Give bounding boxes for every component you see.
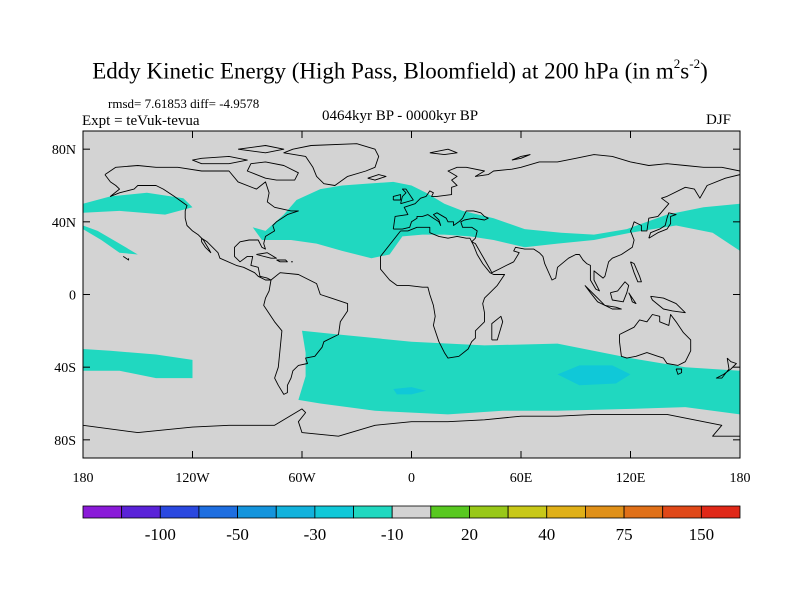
coastline: [276, 259, 288, 263]
anomaly-region: [338, 207, 412, 226]
colorbar-box: [121, 505, 161, 519]
coastline: [491, 315, 504, 341]
coastline: [192, 155, 248, 165]
colorbar-box: [275, 505, 316, 519]
coastline: [511, 154, 531, 161]
colorbar-label: -50: [226, 525, 249, 544]
season-label: DJF: [706, 112, 732, 128]
y-tick-label: 40N: [52, 216, 76, 231]
x-tick-label: 120W: [175, 471, 210, 486]
colorbar-box: [353, 505, 393, 519]
colorbar-label: -10: [381, 525, 404, 544]
coastline: [630, 261, 642, 283]
coastline: [609, 281, 630, 303]
coastline: [628, 292, 637, 305]
coastline: [238, 145, 285, 154]
anomaly-core-region: [557, 365, 631, 386]
colorbar-box: [82, 505, 123, 519]
anomaly-region: [83, 225, 138, 255]
coastline: [122, 256, 130, 261]
x-tick-label: 60E: [510, 471, 533, 486]
coastline: [104, 165, 299, 281]
coastline: [675, 368, 683, 375]
coastline: [246, 161, 299, 181]
colorbar-label: -100: [145, 525, 176, 544]
period-label: 0464kyr BP - 0000kyr BP: [322, 108, 479, 124]
anomaly-region: [83, 192, 193, 215]
stats-line: rmsd= 7.61853 diff= -4.9578: [108, 96, 260, 111]
y-tick-label: 0: [69, 289, 76, 304]
colorbar-box: [430, 505, 470, 519]
colorbar-box: [198, 505, 238, 519]
coastline: [380, 226, 506, 359]
coastline: [715, 357, 737, 379]
colorbar: -100 -50 -30 -10 20 40 75 150: [82, 505, 741, 544]
colorbar-label: -30: [304, 525, 327, 544]
coastline: [429, 148, 458, 156]
colorbar-box: [585, 505, 625, 519]
y-tick-label: 80N: [52, 143, 76, 158]
experiment-label: Expt = teVuk-tevua: [82, 113, 200, 129]
colorbar-label: 150: [689, 525, 715, 544]
colorbar-box: [237, 505, 277, 519]
colorbar-label: 75: [616, 525, 633, 544]
coastline: [392, 154, 740, 292]
x-tick-label: 120E: [616, 471, 646, 486]
anomaly-core-region: [393, 387, 427, 395]
anomaly-region: [252, 181, 740, 259]
colorbar-label: 40: [538, 525, 555, 544]
coastline: [604, 304, 622, 310]
coastline: [283, 143, 380, 186]
x-tick-label: 180: [730, 471, 751, 486]
map-title: Eddy Kinetic Energy (High Pass, Bloomfie…: [92, 56, 708, 84]
coastline: [367, 174, 387, 181]
anomaly-core-layer: [393, 365, 631, 395]
coastline: [263, 272, 349, 395]
y-axis: 80N 40N 0 40S 80S: [52, 143, 740, 449]
x-tick-label: 0: [408, 471, 415, 486]
colorbar-box: [469, 505, 509, 519]
coastline: [256, 252, 277, 259]
x-axis: 180 120W 60W 0 60E 120E 180: [73, 131, 751, 486]
x-tick-label: 60W: [288, 471, 316, 486]
y-tick-label: 80S: [54, 434, 76, 449]
coastline: [400, 188, 414, 205]
colorbar-box: [623, 505, 664, 519]
colorbar-box: [507, 505, 548, 519]
colorbar-box: [700, 505, 741, 519]
anomaly-region: [83, 349, 193, 379]
colorbar-box: [546, 505, 586, 519]
colorbar-box: [159, 505, 200, 519]
colorbar-box: [391, 505, 432, 519]
colorbar-box: [314, 505, 354, 519]
y-tick-label: 40S: [54, 361, 76, 376]
coastline: [650, 295, 686, 314]
coastline-layer: [83, 143, 740, 437]
colorbar-box: [662, 505, 702, 519]
coastline: [619, 314, 692, 366]
colorbar-label: 20: [461, 525, 478, 544]
coastline: [648, 212, 677, 239]
x-tick-label: 180: [73, 471, 94, 486]
coastline: [392, 194, 402, 201]
coastline: [83, 408, 740, 437]
